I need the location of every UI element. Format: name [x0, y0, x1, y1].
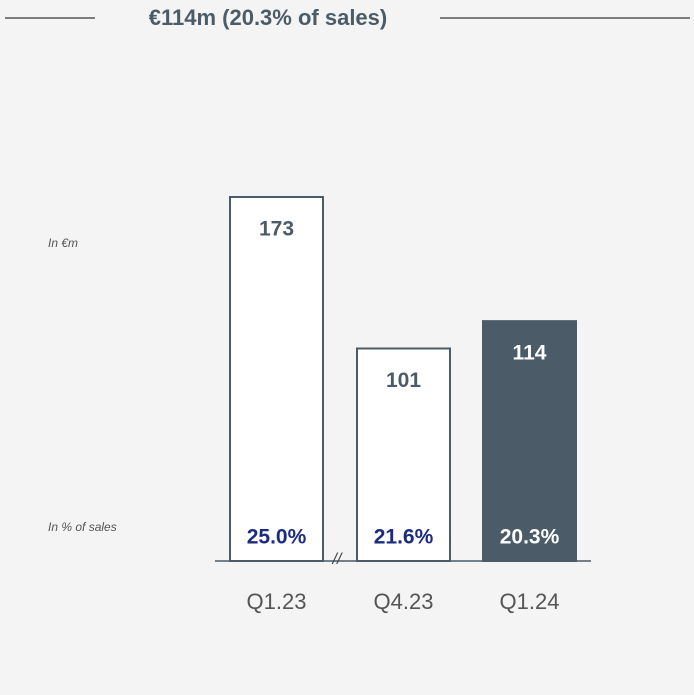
x-tick-label: Q4.23	[374, 589, 434, 614]
unit-label: In €m	[48, 236, 78, 250]
pct-label: In % of sales	[48, 520, 117, 534]
x-tick-label: Q1.24	[500, 589, 560, 614]
pct-value-label: 25.0%	[247, 526, 307, 549]
pct-value-label: 20.3%	[500, 526, 560, 549]
value-label: 101	[386, 369, 421, 392]
bar	[229, 196, 324, 562]
chart-title: €114m (20.3% of sales)	[149, 5, 387, 30]
x-tick-label: Q1.23	[247, 589, 307, 614]
bar	[356, 347, 451, 562]
pct-value-label: 21.6%	[374, 526, 434, 549]
value-label: 173	[259, 218, 294, 241]
axis-break: //	[332, 551, 343, 568]
value-label: 114	[513, 342, 547, 365]
bar	[482, 320, 577, 562]
